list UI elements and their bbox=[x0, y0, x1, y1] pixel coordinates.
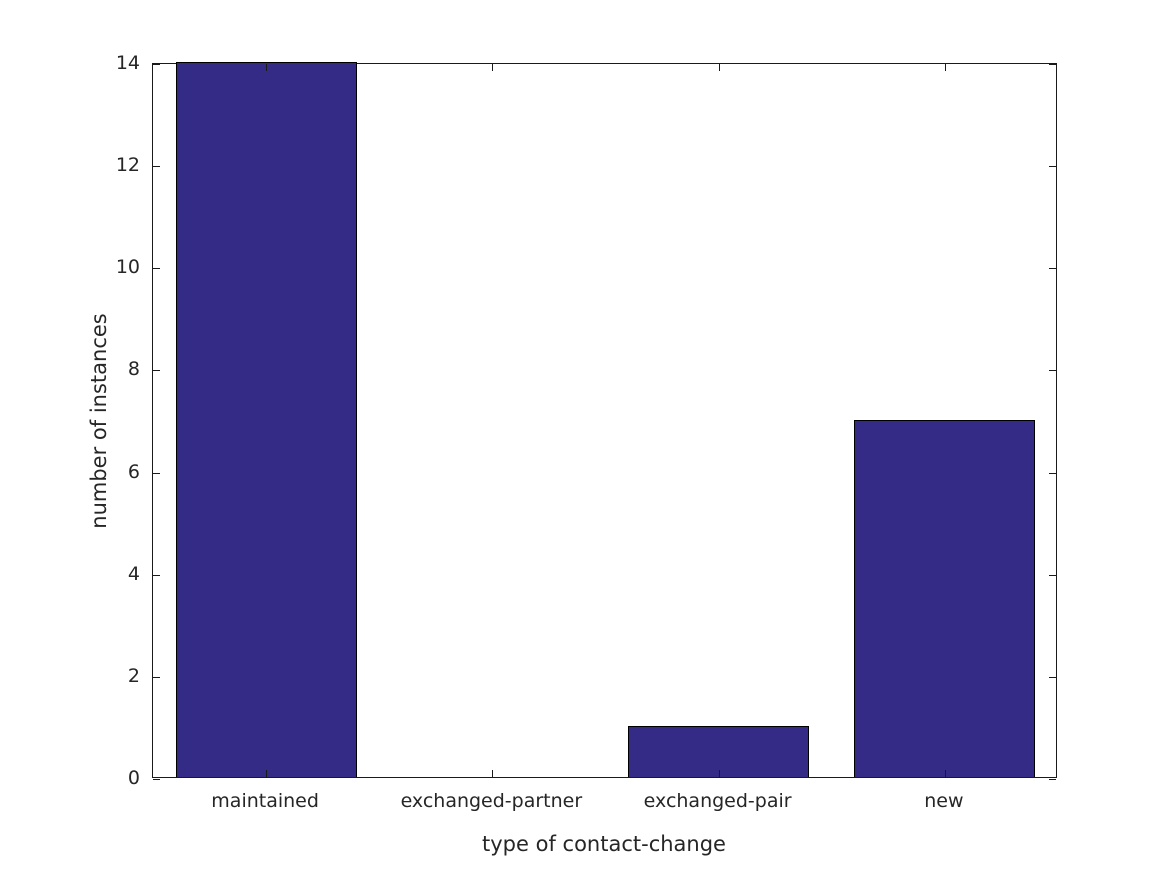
y-tick-right bbox=[1049, 472, 1056, 474]
x-tick-bottom bbox=[718, 770, 720, 777]
x-tick-bottom bbox=[944, 770, 946, 777]
y-tick-left bbox=[153, 574, 160, 576]
y-tick-right bbox=[1049, 574, 1056, 576]
x-tick-top bbox=[718, 64, 720, 71]
y-tick-right bbox=[1049, 370, 1056, 372]
y-tick-left bbox=[153, 370, 160, 372]
bar-new bbox=[854, 419, 1036, 777]
x-tick-top bbox=[266, 64, 268, 71]
x-tick-label-new: new bbox=[924, 790, 964, 812]
y-tick-left bbox=[153, 676, 160, 678]
y-tick-left bbox=[153, 472, 160, 474]
y-tick-left bbox=[153, 779, 160, 780]
x-axis-label: type of contact-change bbox=[482, 832, 726, 856]
bar-maintained bbox=[175, 62, 357, 777]
x-tick-label-exchanged-partner: exchanged-partner bbox=[400, 790, 583, 812]
y-tick-label-8: 8 bbox=[127, 358, 140, 381]
x-tick-label-maintained: maintained bbox=[211, 790, 319, 812]
y-tick-right bbox=[1049, 166, 1056, 168]
y-tick-label-2: 2 bbox=[127, 664, 140, 687]
y-tick-right bbox=[1049, 779, 1056, 780]
y-tick-right bbox=[1049, 64, 1056, 65]
y-tick-left bbox=[153, 268, 160, 270]
y-tick-label-10: 10 bbox=[115, 256, 140, 279]
y-tick-label-4: 4 bbox=[127, 562, 140, 585]
y-tick-right bbox=[1049, 268, 1056, 270]
y-tick-label-6: 6 bbox=[127, 460, 140, 483]
x-tick-top bbox=[492, 64, 494, 71]
y-axis-label: number of instances bbox=[87, 313, 111, 529]
x-tick-bottom bbox=[266, 770, 268, 777]
y-tick-label-12: 12 bbox=[115, 154, 140, 177]
x-tick-top bbox=[944, 64, 946, 71]
y-tick-label-14: 14 bbox=[115, 52, 140, 74]
x-tick-label-exchanged-pair: exchanged-pair bbox=[643, 790, 792, 812]
bar-exchanged-pair bbox=[628, 725, 810, 777]
y-tick-left bbox=[153, 166, 160, 168]
y-tick-right bbox=[1049, 676, 1056, 678]
plot-area bbox=[152, 62, 1057, 780]
y-tick-label-0: 0 bbox=[127, 767, 140, 789]
y-tick-left bbox=[153, 64, 160, 65]
x-tick-bottom bbox=[492, 770, 494, 777]
